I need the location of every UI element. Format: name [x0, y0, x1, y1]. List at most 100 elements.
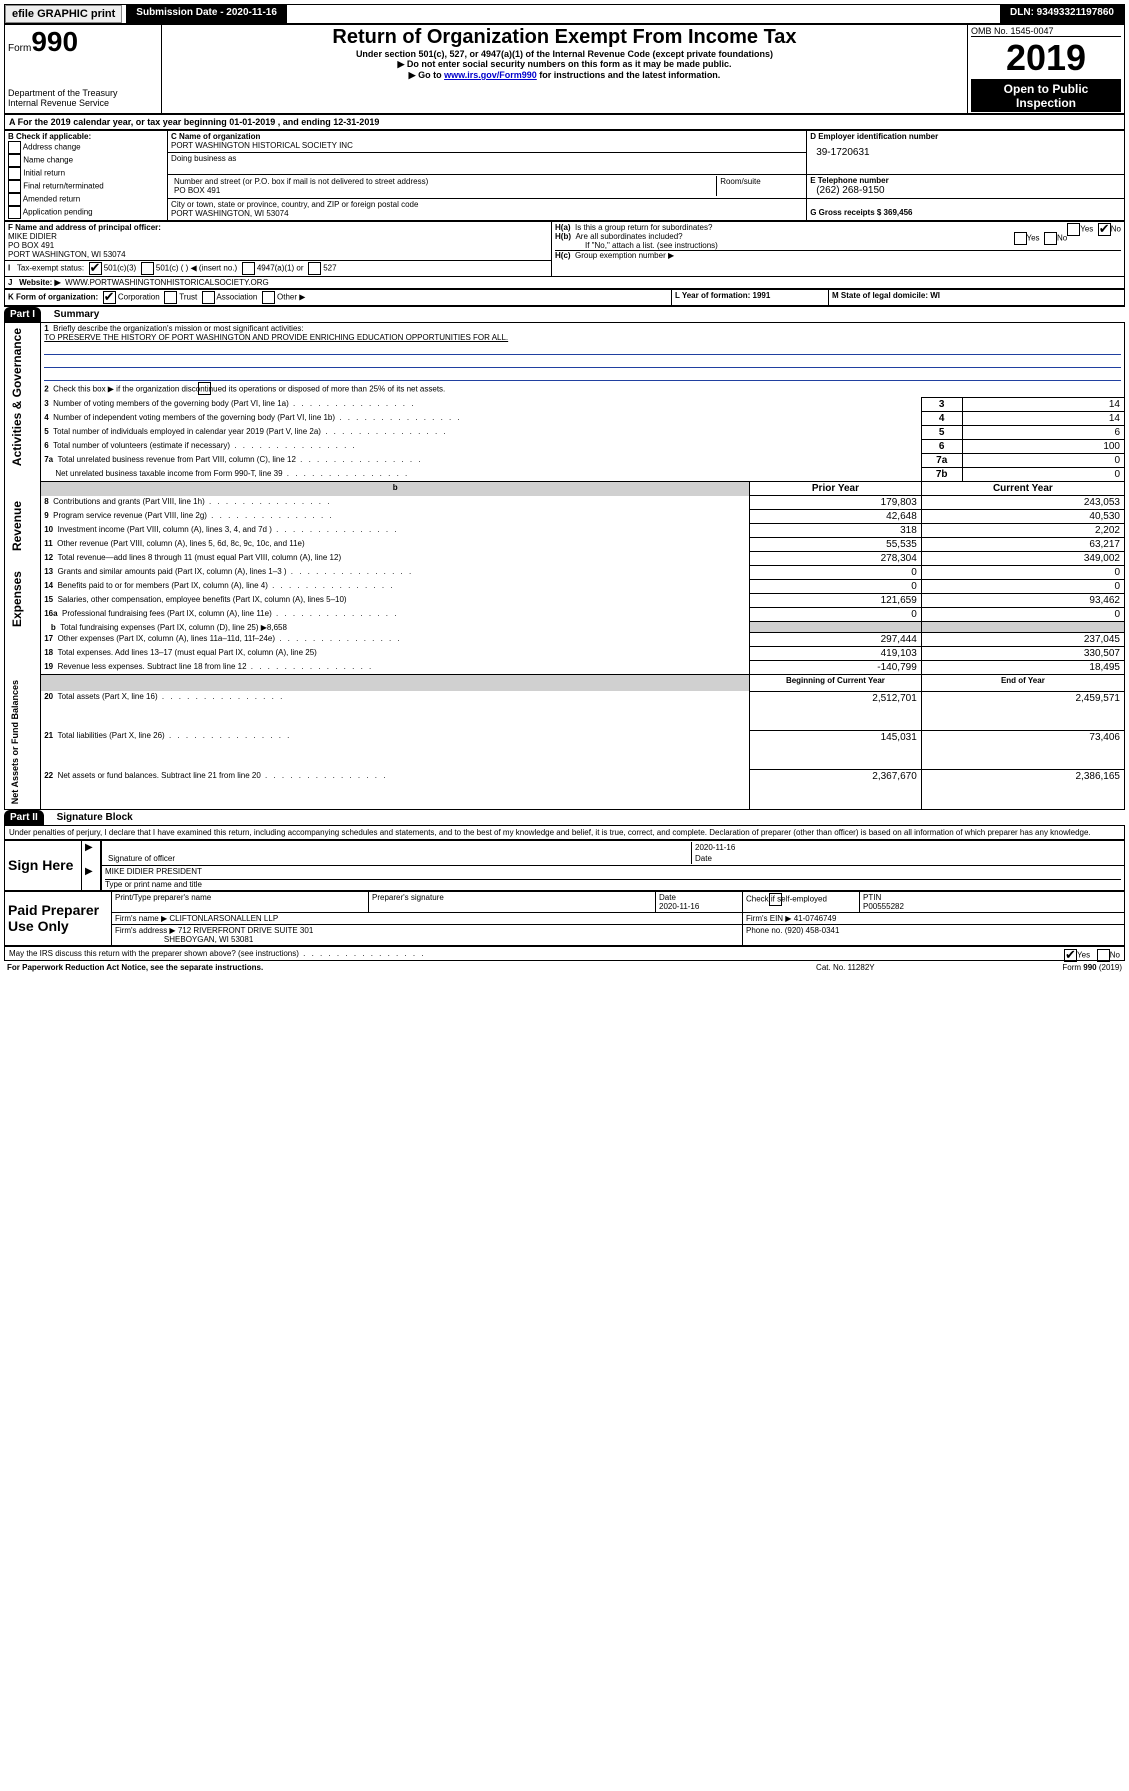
- box-m: M State of legal domicile: WI: [829, 290, 1125, 306]
- gov-row: Net unrelated business taxable income fr…: [5, 468, 1125, 482]
- chk-address-change[interactable]: [8, 141, 21, 154]
- city-value: PORT WASHINGTON, WI 53074: [171, 209, 803, 218]
- box-i-label: Tax-exempt status:: [17, 264, 84, 273]
- ptin-label: PTIN: [863, 893, 881, 902]
- chk-501c3[interactable]: [89, 262, 102, 275]
- hb-yes[interactable]: [1014, 232, 1027, 245]
- efile-print-button[interactable]: efile GRAPHIC print: [5, 5, 122, 23]
- chk-amended[interactable]: [8, 193, 21, 206]
- officer-addr2: PORT WASHINGTON, WI 53074: [8, 250, 548, 259]
- form-header: Form990 Department of the Treasury Inter…: [4, 24, 1125, 114]
- chk-corporation[interactable]: [103, 291, 116, 304]
- website-value: WWW.PORTWASHINGTONHISTORICALSOCIETY.ORG: [65, 278, 269, 287]
- firm-ein-label: Firm's EIN ▶: [746, 914, 791, 923]
- date-label: Date: [692, 853, 1122, 864]
- chk-discontinued[interactable]: [198, 382, 211, 395]
- name-title-label: Type or print name and title: [105, 880, 1121, 889]
- chk-initial-return[interactable]: [8, 167, 21, 180]
- chk-name-change[interactable]: [8, 154, 21, 167]
- footer-cat: Cat. No. 11282Y: [753, 962, 937, 973]
- part1-header-row: Part I Summary: [4, 306, 1125, 322]
- part1-badge: Part I: [4, 307, 41, 322]
- discuss-yes[interactable]: [1064, 949, 1077, 962]
- sig-date: 2020-11-16: [692, 842, 1122, 853]
- footer-row: For Paperwork Reduction Act Notice, see …: [4, 962, 1125, 973]
- room-suite-label: Room/suite: [717, 176, 804, 196]
- signature-block: Sign Here ▶ 2020-11-16 Signature of offi…: [4, 840, 1125, 891]
- chk-527[interactable]: [308, 262, 321, 275]
- street-address: PO BOX 491: [174, 186, 713, 195]
- side-label-governance: Activities & Governance: [8, 324, 26, 470]
- chk-self-employed[interactable]: [769, 893, 782, 906]
- line1-value: TO PRESERVE THE HISTORY OF PORT WASHINGT…: [44, 333, 508, 342]
- dln: DLN: 93493321197860: [1000, 5, 1124, 23]
- form-subtitle-2: ▶ Do not enter social security numbers o…: [165, 59, 964, 70]
- chk-501c[interactable]: [141, 262, 154, 275]
- col-begin-year: Beginning of Current Year: [750, 675, 922, 692]
- box-c-name-label: C Name of organization: [171, 132, 803, 141]
- form-subtitle-3: ▶ Go to www.irs.gov/Form990 for instruct…: [165, 70, 964, 81]
- chk-association[interactable]: [202, 291, 215, 304]
- ha-label: Is this a group return for subordinates?: [575, 223, 712, 232]
- chk-other[interactable]: [262, 291, 275, 304]
- org-form-block: K Form of organization: Corporation Trus…: [4, 289, 1125, 306]
- officer-name: MIKE DIDIER: [8, 232, 548, 241]
- hb-label: Are all subordinates included?: [575, 232, 682, 241]
- box-l: L Year of formation: 1991: [672, 290, 829, 306]
- line1-label: Briefly describe the organization's miss…: [53, 324, 304, 333]
- sig-officer-label: Signature of officer: [105, 853, 692, 864]
- chk-trust[interactable]: [164, 291, 177, 304]
- footer-form: Form 990 (2019): [1062, 963, 1122, 972]
- ha-yes[interactable]: [1067, 223, 1080, 236]
- firm-addr-label: Firm's address ▶: [115, 926, 176, 935]
- chk-app-pending[interactable]: [8, 206, 21, 219]
- part2-title: Signature Block: [47, 812, 133, 823]
- box-e-label: E Telephone number: [810, 176, 1121, 185]
- gov-row: 5 Total number of individuals employed i…: [5, 426, 1125, 440]
- col-prior-year: Prior Year: [750, 482, 922, 496]
- ptin-value: P00555282: [863, 902, 904, 911]
- hb-no[interactable]: [1044, 232, 1057, 245]
- box-j-label: Website: ▶: [19, 278, 61, 287]
- chk-4947[interactable]: [242, 262, 255, 275]
- side-label-expenses: Expenses: [8, 567, 26, 631]
- firm-phone: (920) 458-0341: [785, 926, 840, 935]
- firm-name-label: Firm's name ▶: [115, 914, 167, 923]
- form-number: 990: [31, 26, 78, 57]
- pp-sig-label: Preparer's signature: [369, 891, 656, 912]
- paid-preparer-label: Paid Preparer Use Only: [5, 891, 112, 945]
- ha-no[interactable]: [1098, 223, 1111, 236]
- firm-ein: 41-0746749: [794, 914, 837, 923]
- gov-row: 7a Total unrelated business revenue from…: [5, 454, 1125, 468]
- chk-final-return[interactable]: [8, 180, 21, 193]
- omb-number: OMB No. 1545-0047: [971, 26, 1121, 37]
- box-b-label: B Check if applicable:: [8, 132, 164, 141]
- tax-period: A For the 2019 calendar year, or tax yea…: [4, 114, 1125, 130]
- box-g-label: G Gross receipts $ 369,456: [810, 200, 1121, 217]
- pp-date: 2020-11-16: [659, 902, 699, 911]
- pp-date-label: Date: [659, 893, 676, 902]
- dept-irs: Internal Revenue Service: [8, 98, 158, 108]
- part1-title: Summary: [44, 309, 100, 320]
- entity-info-block: B Check if applicable: Address change Na…: [4, 130, 1125, 221]
- form-word: Form: [8, 43, 31, 54]
- hc-label: Group exemption number ▶: [575, 251, 674, 260]
- side-label-netassets: Net Assets or Fund Balances: [8, 676, 22, 808]
- discuss-row: May the IRS discuss this return with the…: [4, 946, 1125, 961]
- irs-link[interactable]: www.irs.gov/Form990: [444, 70, 537, 80]
- form-subtitle-1: Under section 501(c), 527, or 4947(a)(1)…: [165, 49, 964, 59]
- footer-pra: For Paperwork Reduction Act Notice, see …: [4, 962, 753, 973]
- perjury-declaration: Under penalties of perjury, I declare th…: [4, 825, 1125, 840]
- top-bar: efile GRAPHIC print Submission Date - 20…: [4, 4, 1125, 24]
- gov-row: 6 Total number of volunteers (estimate i…: [5, 440, 1125, 454]
- firm-phone-label: Phone no.: [746, 926, 782, 935]
- sign-here-label: Sign Here: [5, 840, 82, 890]
- line2-text: Check this box ▶ if the organization dis…: [53, 385, 445, 394]
- box-f-label: F Name and address of principal officer:: [8, 223, 548, 232]
- telephone: (262) 268-9150: [810, 185, 1121, 196]
- gov-row: 4 Number of independent voting members o…: [5, 412, 1125, 426]
- side-label-revenue: Revenue: [8, 497, 26, 555]
- part1-table: Activities & Governance 1 Briefly descri…: [4, 322, 1125, 810]
- officer-addr1: PO BOX 491: [8, 241, 548, 250]
- discuss-no[interactable]: [1097, 949, 1110, 962]
